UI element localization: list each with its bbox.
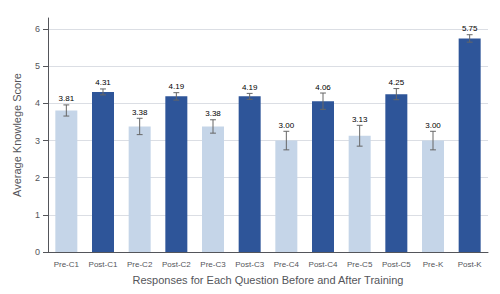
svg-text:3.00: 3.00 [279, 121, 295, 130]
svg-text:Post-K: Post-K [458, 260, 483, 269]
svg-text:2: 2 [35, 173, 40, 183]
svg-text:Pre-C3: Pre-C3 [200, 260, 226, 269]
svg-text:Pre-C5: Pre-C5 [347, 260, 373, 269]
svg-text:3: 3 [35, 136, 40, 146]
svg-text:4: 4 [35, 98, 40, 108]
svg-text:4.19: 4.19 [242, 83, 258, 92]
svg-text:Pre-C2: Pre-C2 [127, 260, 153, 269]
svg-text:Pre-C4: Pre-C4 [274, 260, 300, 269]
svg-text:4.31: 4.31 [95, 78, 111, 87]
svg-text:4.25: 4.25 [389, 78, 405, 87]
svg-text:0: 0 [35, 247, 40, 257]
svg-text:Responses for Each Question Be: Responses for Each Question Before and A… [133, 274, 404, 286]
svg-text:3.00: 3.00 [425, 121, 441, 130]
svg-text:Average Knowlege Score: Average Knowlege Score [11, 73, 23, 197]
svg-text:Post-C2: Post-C2 [162, 260, 191, 269]
svg-text:3.13: 3.13 [352, 115, 368, 124]
svg-text:1: 1 [35, 210, 40, 220]
svg-text:4.19: 4.19 [169, 82, 185, 91]
svg-text:Post-C3: Post-C3 [235, 260, 264, 269]
svg-text:Post-C1: Post-C1 [89, 260, 118, 269]
svg-text:3.38: 3.38 [205, 109, 221, 118]
svg-text:6: 6 [35, 24, 40, 34]
svg-text:5: 5 [35, 61, 40, 71]
svg-text:Post-C4: Post-C4 [309, 260, 338, 269]
svg-text:3.81: 3.81 [59, 94, 75, 103]
svg-text:Pre-C1: Pre-C1 [54, 260, 80, 269]
svg-text:4.06: 4.06 [315, 83, 331, 92]
svg-text:Post-C5: Post-C5 [382, 260, 411, 269]
svg-text:5.75: 5.75 [462, 24, 478, 33]
svg-text:Pre-K: Pre-K [423, 260, 444, 269]
svg-text:3.38: 3.38 [132, 108, 148, 117]
